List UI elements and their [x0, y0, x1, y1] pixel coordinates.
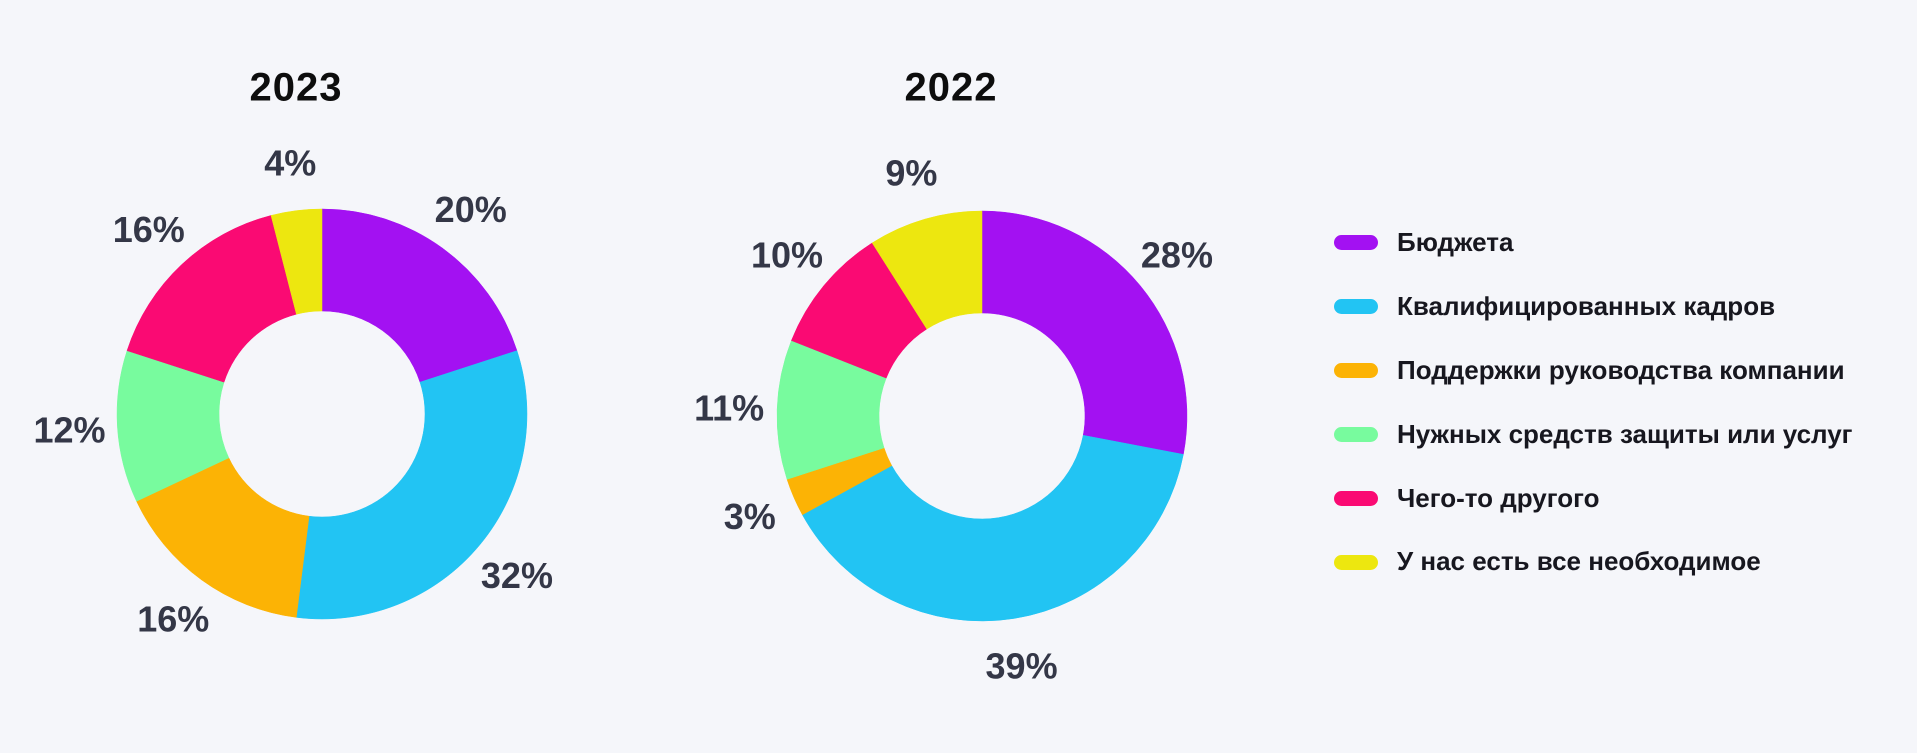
donut-2022-value-label-0: 28% — [1141, 234, 1213, 275]
donut-2023-value-label-0: 20% — [435, 189, 507, 230]
legend-swatch-1 — [1334, 299, 1378, 315]
legend-swatch-0 — [1334, 235, 1378, 251]
donut-2023-slice-2 — [136, 457, 310, 618]
donut-2023-value-label-4: 16% — [113, 209, 185, 250]
legend-swatch-2 — [1334, 363, 1378, 379]
donut-2023-value-label-1: 32% — [481, 555, 553, 596]
legend-label-3: Нужных средств защиты или услуг — [1397, 418, 1853, 449]
donut-2022-value-label-1: 39% — [986, 645, 1058, 686]
legend-swatch-5 — [1334, 554, 1378, 570]
donut-2022-value-label-3: 11% — [694, 388, 764, 429]
donut-2023-slice-1 — [296, 350, 528, 620]
legend-label-2: Поддержки руководства компании — [1397, 354, 1845, 385]
legend-label-5: У нас есть все необходимое — [1397, 546, 1761, 577]
chart-title-2022: 2022 — [904, 65, 998, 110]
legend-label-4: Чего-то другого — [1397, 482, 1600, 513]
donut-2022-value-label-5: 9% — [885, 153, 937, 194]
donut-2022-slice-1 — [802, 435, 1184, 622]
donut-2022-value-label-4: 10% — [751, 234, 823, 275]
donut-2023-value-label-3: 12% — [33, 409, 105, 450]
legend-label-1: Квалифицированных кадров — [1397, 290, 1776, 321]
legend-label-0: Бюджета — [1397, 227, 1514, 257]
donut-2022-slice-5 — [871, 210, 983, 330]
legend: Бюджета Квалифицированных кадров Поддержки… — [1334, 227, 1853, 577]
donut-2023-value-label-2: 16% — [137, 598, 209, 639]
legend-item-5: У нас есть все необходимое — [1334, 547, 1853, 577]
donut-chart-2023: 20% 32% 16% 12% 16% 4% — [33, 143, 553, 640]
legend-item-2: Поддержки руководства компании — [1334, 354, 1853, 386]
legend-item-4: Чего-то другого — [1334, 482, 1853, 514]
legend-swatch-4 — [1334, 491, 1378, 506]
legend-item-1: Квалифицированных кадров — [1334, 290, 1853, 322]
donut-2022-value-label-2: 3% — [724, 496, 776, 537]
donut-2023-slice-0 — [321, 208, 518, 383]
legend-item-0: Бюджета — [1334, 227, 1853, 258]
donut-2023-slice-4 — [126, 215, 297, 383]
legend-item-3: Нужных средств защиты или услуг — [1334, 418, 1853, 450]
donut-2022-slice-0 — [981, 210, 1188, 455]
legend-swatch-3 — [1334, 427, 1378, 443]
donut-2023-slice-5 — [270, 208, 323, 315]
chart-title-2023: 2023 — [249, 65, 343, 110]
donut-2023-value-label-5: 4% — [264, 143, 316, 184]
donut-chart-2022: 28% 39% 3% 11% 10% 9% — [694, 153, 1213, 687]
